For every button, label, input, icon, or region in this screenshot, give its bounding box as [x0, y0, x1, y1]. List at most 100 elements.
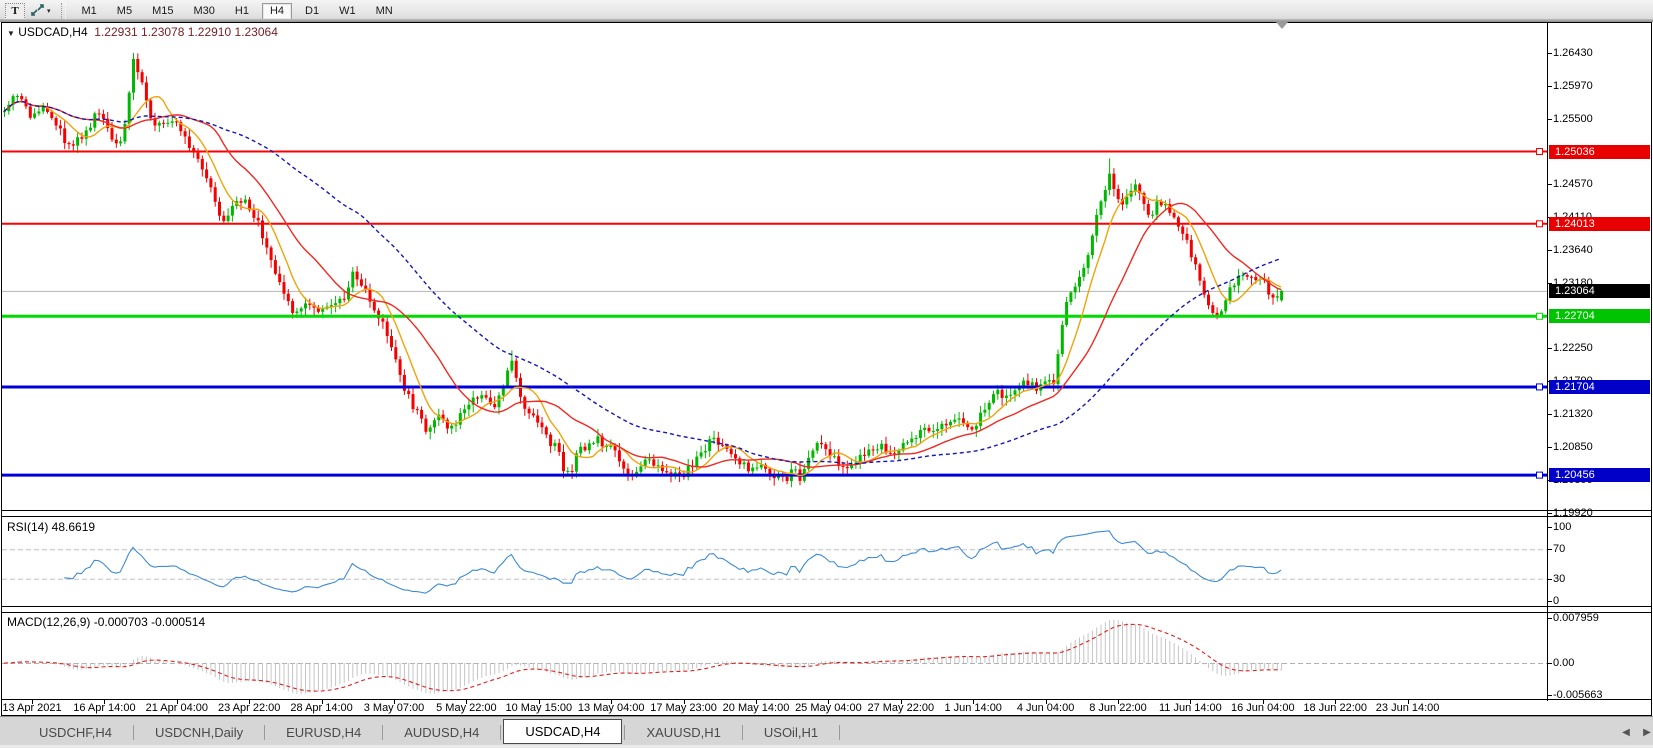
price-axis-border [1547, 22, 1548, 701]
time-tick-label: 25 May 04:00 [795, 702, 862, 714]
timeframe-button-m5[interactable]: M5 [116, 5, 133, 17]
panel-splitter[interactable] [1, 612, 1651, 613]
price-tick-mark [1548, 447, 1552, 449]
tab-divider [132, 725, 134, 740]
chart-ohlc-title: ▼ USDCAD,H4 1.22931 1.23078 1.22910 1.23… [7, 25, 278, 39]
time-tick-label: 27 May 22:00 [867, 702, 935, 714]
price-tick-mark [1548, 53, 1552, 54]
macd-tick-label: 0.00 [1553, 657, 1575, 669]
rsi-tick-label: 100 [1553, 521, 1572, 533]
time-tick-label: 3 May 07:00 [363, 702, 425, 714]
rsi-tick-mark [1548, 578, 1552, 580]
timeframe-button-w1[interactable]: W1 [339, 5, 356, 17]
price-chart-canvas[interactable] [2, 23, 1548, 510]
rsi-tick-mark [1548, 549, 1552, 551]
price-tick-label: 1.22250 [1553, 342, 1593, 355]
timeframe-button-m15[interactable]: M15 [152, 5, 174, 17]
price-tick-mark [1548, 184, 1552, 186]
level-price-tag: 1.22704 [1549, 309, 1650, 324]
time-tick-mark [683, 700, 685, 704]
price-tick-label: 1.20850 [1553, 441, 1593, 454]
time-tick-label: 8 Jun 22:00 [1089, 702, 1147, 714]
chart-tab-xauusd-h1[interactable]: XAUUSD,H1 [646, 725, 721, 740]
panel-splitter[interactable] [1, 516, 1651, 517]
rsi-tick-label: 30 [1553, 572, 1566, 585]
time-tick-label: 23 Apr 22:00 [217, 702, 281, 714]
text-tool-button[interactable]: T [5, 2, 25, 20]
timeframe-button-h4[interactable]: H4 [261, 2, 293, 20]
toolbar-separator [60, 3, 66, 19]
tab-divider [839, 725, 841, 740]
timeframe-button-m1[interactable]: M1 [81, 5, 97, 17]
price-tick-label: 1.24570 [1553, 178, 1593, 191]
price-tick-label: 1.26430 [1553, 47, 1593, 59]
chart-tab-usdcad-h4[interactable]: USDCAD,H4 [503, 719, 623, 744]
time-tick-mark [1407, 700, 1409, 704]
price-tick-mark [1548, 85, 1552, 87]
time-tick-mark [1118, 700, 1119, 704]
time-tick-label: 18 Jun 22:00 [1303, 702, 1367, 714]
timeframe-button-h1[interactable]: H1 [234, 5, 249, 17]
price-tick-mark [1548, 348, 1552, 350]
chart-tab-audusd-h4[interactable]: AUDUSD,H4 [404, 725, 480, 740]
macd-canvas[interactable] [2, 613, 1548, 699]
time-tick-label: 4 Jun 04:00 [1016, 702, 1075, 714]
level-price-tag: 1.25036 [1549, 144, 1650, 159]
time-tick-mark [466, 700, 468, 704]
symbol-label: USDCAD,H4 [18, 25, 88, 39]
chevron-down-icon[interactable]: ▾ [47, 8, 51, 15]
time-tick-mark [756, 700, 757, 704]
timeframe-button-mn[interactable]: MN [375, 5, 393, 17]
time-tick-label: 10 May 15:00 [505, 702, 573, 714]
time-tick-mark [321, 700, 323, 704]
time-tick-mark [611, 700, 613, 704]
price-tick-mark [1548, 250, 1552, 252]
rsi-tick-label: 0 [1553, 595, 1560, 607]
price-tick-mark [1548, 414, 1552, 416]
level-price-tag: 1.21704 [1549, 379, 1650, 394]
macd-tick-mark [1548, 663, 1552, 664]
time-tick-label: 16 Jun 04:00 [1230, 702, 1295, 714]
time-tick-mark [900, 700, 902, 704]
chart-tab-bar: USDCHF,H4 USDCNH,Daily EURUSD,H4 AUDUSD,H4 U… [0, 716, 1653, 748]
time-tick-mark [538, 700, 540, 704]
tab-divider [624, 725, 626, 740]
chart-tab-usdcnh-daily[interactable]: USDCNH,Daily [154, 725, 244, 740]
cursor-mode-button[interactable]: ▾ [27, 3, 54, 20]
time-tick-mark [394, 700, 395, 704]
panel-splitter[interactable] [1, 510, 1651, 511]
time-tick-label: 16 Apr 14:00 [73, 702, 136, 714]
time-tick-mark [249, 700, 251, 704]
timeframe-button-m30[interactable]: M30 [193, 5, 215, 17]
tab-scroll-left-icon[interactable]: ◀ [1622, 726, 1630, 738]
tab-divider [264, 725, 266, 740]
price-tick-mark [1548, 118, 1552, 120]
tab-scroll-right-icon[interactable]: ▶ [1643, 726, 1651, 738]
price-tick-mark [1548, 513, 1552, 514]
panel-splitter[interactable] [1, 606, 1651, 607]
time-tick-mark [32, 700, 33, 704]
chart-tab-eurusd-h4[interactable]: EURUSD,H4 [286, 725, 362, 740]
time-tick-mark [104, 700, 106, 704]
time-tick-label: 20 May 14:00 [722, 702, 790, 714]
time-tick-label: 21 Apr 04:00 [145, 702, 208, 714]
rsi-tick-label: 70 [1553, 543, 1566, 556]
price-tick-mark [1548, 282, 1552, 284]
chart-tab-usdchf-h4[interactable]: USDCHF,H4 [39, 725, 112, 740]
time-tick-mark [1045, 700, 1047, 704]
timeframe-button-d1[interactable]: D1 [305, 5, 320, 17]
rsi-tick-mark [1548, 601, 1552, 602]
crosshair-arrows-icon [30, 3, 45, 20]
price-tick-label: 1.25970 [1553, 79, 1593, 92]
chart-tab-usoil-h1[interactable]: USOil,H1 [763, 725, 819, 740]
time-tick-label: 13 Apr 2021 [2, 702, 62, 714]
time-tick-label: 28 Apr 14:00 [290, 702, 353, 714]
time-tick-label: 5 May 22:00 [436, 702, 497, 714]
macd-label: MACD(12,26,9) -0.000703 -0.000514 [7, 615, 206, 629]
price-tick-label: 1.25500 [1553, 112, 1593, 125]
time-tick-mark [1262, 700, 1264, 704]
time-tick-mark [1190, 700, 1192, 704]
rsi-canvas[interactable] [2, 517, 1548, 606]
time-tick-label: 11 Jun 14:00 [1158, 702, 1222, 714]
